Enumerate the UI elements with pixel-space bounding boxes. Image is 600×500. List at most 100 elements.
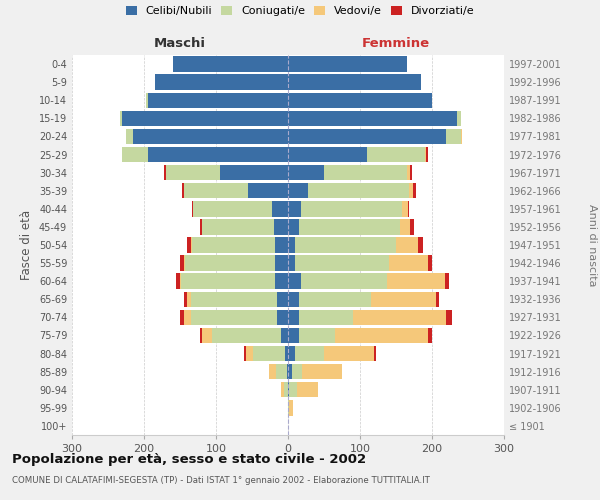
Bar	[418, 238, 424, 252]
Bar	[281, 328, 288, 343]
Bar	[436, 292, 439, 307]
Bar	[122, 110, 288, 126]
Bar	[146, 92, 148, 108]
Bar	[288, 382, 289, 398]
Bar	[180, 256, 184, 271]
Bar	[407, 201, 409, 216]
Bar	[296, 382, 318, 398]
Text: Maschi: Maschi	[154, 37, 206, 50]
Bar	[388, 274, 445, 289]
Legend: Celibi/Nubili, Coniugati/e, Vedovi/e, Divorziati/e: Celibi/Nubili, Coniugati/e, Vedovi/e, Di…	[125, 6, 475, 16]
Bar	[299, 292, 371, 307]
Bar	[324, 165, 407, 180]
Bar	[253, 346, 285, 362]
Bar	[288, 256, 295, 271]
Bar	[164, 165, 166, 180]
Bar	[275, 274, 288, 289]
Bar	[299, 219, 400, 234]
Bar	[299, 310, 353, 325]
Bar	[426, 147, 428, 162]
Bar	[187, 238, 191, 252]
Bar	[148, 147, 288, 162]
Bar	[409, 183, 413, 198]
Bar	[269, 364, 276, 380]
Bar	[301, 201, 402, 216]
Text: Anni di nascita: Anni di nascita	[587, 204, 597, 286]
Bar	[288, 346, 295, 362]
Bar	[187, 292, 191, 307]
Bar	[288, 110, 457, 126]
Bar	[410, 219, 414, 234]
Bar	[245, 346, 253, 362]
Bar	[289, 400, 293, 415]
Text: Popolazione per età, sesso e stato civile - 2002: Popolazione per età, sesso e stato civil…	[12, 452, 366, 466]
Bar	[389, 256, 428, 271]
Bar	[176, 274, 180, 289]
Bar	[166, 165, 220, 180]
Bar	[324, 346, 374, 362]
Bar	[288, 219, 299, 234]
Bar	[248, 183, 288, 198]
Bar	[191, 310, 277, 325]
Bar	[308, 183, 409, 198]
Text: Femmine: Femmine	[362, 37, 430, 50]
Bar	[184, 256, 185, 271]
Bar	[191, 292, 277, 307]
Bar	[192, 238, 275, 252]
Bar	[180, 310, 184, 325]
Bar	[284, 382, 288, 398]
Y-axis label: Fasce di età: Fasce di età	[20, 210, 33, 280]
Bar	[446, 128, 461, 144]
Bar	[287, 364, 288, 380]
Bar	[288, 165, 324, 180]
Bar	[425, 147, 426, 162]
Bar	[126, 128, 133, 144]
Bar	[281, 382, 284, 398]
Bar	[133, 128, 288, 144]
Bar	[288, 183, 308, 198]
Bar	[288, 310, 299, 325]
Bar	[299, 328, 335, 343]
Bar	[288, 274, 301, 289]
Bar	[374, 346, 376, 362]
Bar	[173, 56, 288, 72]
Bar	[292, 364, 302, 380]
Bar	[122, 147, 148, 162]
Bar	[428, 256, 432, 271]
Bar	[184, 310, 191, 325]
Bar	[277, 310, 288, 325]
Bar	[200, 219, 202, 234]
Bar	[184, 292, 187, 307]
Bar	[335, 328, 428, 343]
Bar	[180, 274, 181, 289]
Bar	[184, 183, 248, 198]
Bar	[295, 238, 396, 252]
Bar	[200, 328, 202, 343]
Bar	[295, 256, 389, 271]
Bar	[367, 147, 425, 162]
Bar	[461, 128, 462, 144]
Bar	[120, 110, 122, 126]
Bar	[185, 256, 275, 271]
Bar	[288, 238, 295, 252]
Bar	[275, 256, 288, 271]
Bar	[288, 74, 421, 90]
Bar	[288, 328, 299, 343]
Bar	[402, 201, 407, 216]
Bar	[371, 292, 436, 307]
Bar	[288, 92, 432, 108]
Bar	[202, 328, 212, 343]
Bar	[288, 128, 446, 144]
Bar	[445, 274, 449, 289]
Bar	[407, 165, 410, 180]
Bar	[301, 274, 388, 289]
Bar	[288, 201, 301, 216]
Bar	[289, 382, 296, 398]
Bar	[182, 183, 184, 198]
Bar	[288, 56, 407, 72]
Bar	[212, 328, 281, 343]
Bar	[191, 238, 192, 252]
Bar	[181, 274, 275, 289]
Bar	[288, 400, 289, 415]
Bar	[302, 364, 342, 380]
